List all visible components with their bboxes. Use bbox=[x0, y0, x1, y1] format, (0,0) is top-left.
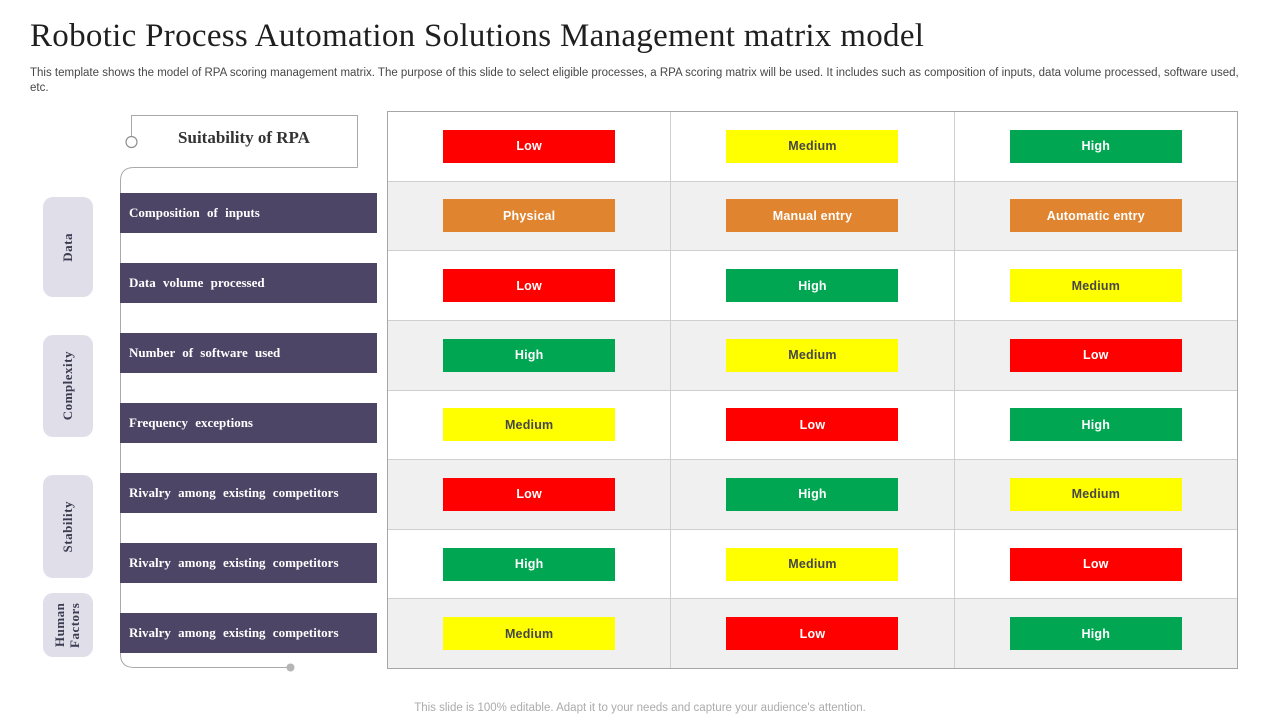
rating-badge: Low bbox=[443, 477, 616, 511]
table-cell: High bbox=[953, 112, 1237, 181]
rating-badge: Medium bbox=[1009, 477, 1182, 511]
rating-badge: Low bbox=[726, 617, 899, 651]
category-label: Complexity bbox=[59, 351, 75, 421]
category-pill-data: Data bbox=[43, 197, 93, 297]
matrix-corner-title: Suitability of RPA bbox=[178, 128, 310, 147]
table-row: High Medium Low bbox=[388, 528, 1237, 599]
table-cell: High bbox=[388, 321, 670, 390]
rating-badge: High bbox=[726, 269, 899, 303]
table-cell: Automatic entry bbox=[953, 181, 1237, 251]
rating-badge: Automatic entry bbox=[1009, 199, 1182, 233]
rating-badge: Low bbox=[443, 269, 616, 303]
table-cell: Low bbox=[388, 251, 670, 320]
matrix-table: Low Medium High Physical Manual entry Au… bbox=[387, 111, 1238, 669]
rating-badge: Medium bbox=[443, 408, 616, 442]
matrix-header-row: Low Medium High bbox=[388, 112, 1237, 181]
table-cell: Medium bbox=[953, 460, 1237, 529]
table-cell: Low bbox=[670, 390, 953, 460]
rating-badge: High bbox=[726, 477, 899, 511]
rating-badge: Medium bbox=[726, 338, 899, 372]
rating-badge: Low bbox=[1009, 547, 1182, 581]
table-cell: Low bbox=[953, 529, 1237, 599]
table-cell: Medium bbox=[388, 391, 670, 460]
row-label-data-volume-processed: Data volume processed bbox=[120, 263, 377, 303]
table-cell: High bbox=[953, 390, 1237, 460]
table-cell: High bbox=[670, 251, 953, 320]
rating-badge: High bbox=[1009, 617, 1182, 651]
table-row: Physical Manual entry Automatic entry bbox=[388, 180, 1237, 251]
table-row: Low High Medium bbox=[388, 459, 1237, 529]
category-pill-complexity: Complexity bbox=[43, 335, 93, 437]
category-label: Data bbox=[59, 232, 75, 262]
bracket-end-dot-icon bbox=[286, 663, 295, 672]
rating-badge: Low bbox=[726, 408, 899, 442]
table-cell: Physical bbox=[388, 182, 670, 251]
slide-description: This template shows the model of RPA sco… bbox=[30, 67, 1239, 95]
table-cell: High bbox=[953, 599, 1237, 668]
table-cell: High bbox=[388, 530, 670, 599]
table-row: Medium Low High bbox=[388, 389, 1237, 460]
row-label-frequency-exceptions: Frequency exceptions bbox=[120, 403, 377, 443]
table-row: Low High Medium bbox=[388, 250, 1237, 320]
rating-badge: Medium bbox=[726, 547, 899, 581]
rating-badge: High bbox=[1009, 408, 1182, 442]
category-label: Human Factors bbox=[52, 602, 82, 648]
category-label: Stability bbox=[59, 500, 75, 553]
table-row: Medium Low High bbox=[388, 598, 1237, 668]
rating-badge: Physical bbox=[443, 199, 616, 233]
rating-badge: Medium bbox=[726, 129, 899, 163]
table-cell: Low bbox=[953, 320, 1237, 390]
row-label-rivalry-2: Rivalry among existing competitors bbox=[120, 543, 377, 583]
table-row: High Medium Low bbox=[388, 319, 1237, 390]
rating-badge: High bbox=[1009, 129, 1182, 163]
page-title: Robotic Process Automation Solutions Man… bbox=[30, 18, 925, 54]
table-cell: High bbox=[670, 460, 953, 529]
rating-badge: Medium bbox=[443, 617, 616, 651]
rating-badge: Manual entry bbox=[726, 199, 899, 233]
category-pill-human-factors: Human Factors bbox=[43, 593, 93, 657]
table-cell: Low bbox=[670, 599, 953, 668]
table-cell: Low bbox=[388, 112, 670, 181]
editable-note: This slide is 100% editable. Adapt it to… bbox=[414, 702, 866, 714]
table-cell: Medium bbox=[670, 112, 953, 181]
table-cell: Medium bbox=[953, 251, 1237, 320]
row-label-rivalry-3: Rivalry among existing competitors bbox=[120, 613, 377, 653]
rating-badge: High bbox=[443, 547, 616, 581]
rating-badge: High bbox=[443, 338, 616, 372]
table-cell: Medium bbox=[388, 599, 670, 668]
table-cell: Medium bbox=[670, 529, 953, 599]
table-cell: Medium bbox=[670, 320, 953, 390]
rating-badge: Medium bbox=[1009, 269, 1182, 303]
row-label-composition-of-inputs: Composition of inputs bbox=[120, 193, 377, 233]
rating-badge: Low bbox=[1009, 338, 1182, 372]
rating-badge: Low bbox=[443, 129, 616, 163]
table-cell: Low bbox=[388, 460, 670, 529]
row-label-rivalry-1: Rivalry among existing competitors bbox=[120, 473, 377, 513]
table-cell: Manual entry bbox=[670, 181, 953, 251]
category-pill-stability: Stability bbox=[43, 475, 93, 578]
row-label-number-of-software-used: Number of software used bbox=[120, 333, 377, 373]
